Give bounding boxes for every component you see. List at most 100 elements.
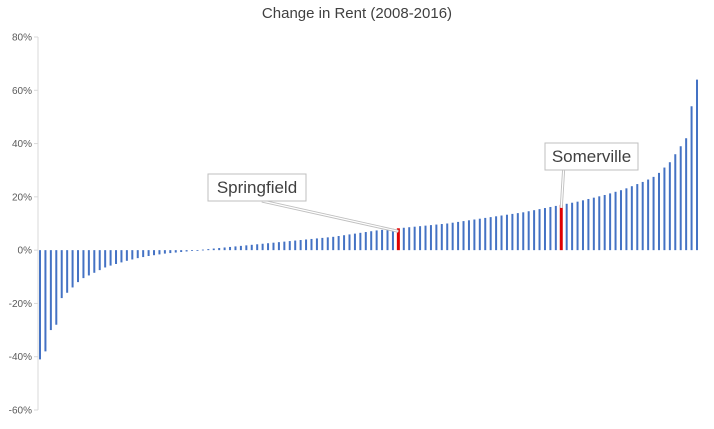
bar xyxy=(305,239,308,251)
bar xyxy=(511,213,514,251)
bar xyxy=(185,250,188,252)
bar xyxy=(364,232,367,251)
bar xyxy=(77,250,80,283)
bar xyxy=(587,198,590,251)
bar xyxy=(500,215,503,251)
bar xyxy=(66,250,69,293)
bar xyxy=(696,79,698,251)
bar xyxy=(554,205,557,251)
highlight-bar xyxy=(559,204,563,251)
bar xyxy=(125,250,128,261)
bar xyxy=(104,250,107,268)
bar xyxy=(120,250,123,263)
bar xyxy=(690,106,693,251)
bar xyxy=(685,138,688,251)
bar xyxy=(60,250,63,299)
bar xyxy=(522,212,525,251)
bar xyxy=(267,243,270,251)
bar xyxy=(315,238,318,251)
bar xyxy=(408,227,411,251)
bar xyxy=(131,250,134,260)
bar xyxy=(679,146,682,251)
bar xyxy=(435,224,438,251)
bar xyxy=(49,250,52,331)
bar xyxy=(609,193,612,251)
bar xyxy=(625,188,628,251)
bar xyxy=(82,250,85,279)
bar xyxy=(663,167,666,251)
bar xyxy=(299,240,302,251)
bar xyxy=(391,228,394,251)
bar xyxy=(245,245,248,251)
bar xyxy=(288,241,291,251)
bar xyxy=(598,196,601,251)
bar xyxy=(581,200,584,251)
y-tick-label: -40% xyxy=(9,352,32,363)
bar xyxy=(71,250,74,288)
bar xyxy=(484,217,487,251)
bar xyxy=(163,250,166,254)
bar xyxy=(647,179,650,251)
bar xyxy=(147,250,150,256)
bar xyxy=(375,230,378,251)
y-tick-label: 40% xyxy=(12,139,32,150)
bar xyxy=(413,226,416,251)
callout-box xyxy=(544,142,639,171)
bar xyxy=(576,201,579,251)
bar xyxy=(495,216,498,251)
bar xyxy=(419,226,422,251)
bar xyxy=(451,222,454,251)
bar xyxy=(657,172,660,251)
bar xyxy=(234,246,237,251)
chart-title: Change in Rent (2008-2016) xyxy=(261,5,453,22)
bar xyxy=(55,250,58,325)
bar xyxy=(386,229,389,251)
bar xyxy=(223,247,226,251)
bar xyxy=(457,221,460,251)
bar xyxy=(446,223,449,251)
y-axis: 80% 60% 40% 20% 0% -20% -40% -60% xyxy=(9,33,39,417)
bar xyxy=(489,217,492,251)
bar xyxy=(571,202,574,251)
bar xyxy=(256,244,259,251)
bar xyxy=(142,250,145,258)
bar xyxy=(440,224,443,251)
bar xyxy=(630,186,633,251)
bar xyxy=(636,184,639,251)
bar xyxy=(250,244,253,251)
bar xyxy=(402,227,405,251)
bar xyxy=(174,250,177,253)
bar xyxy=(614,191,617,251)
bar xyxy=(467,220,470,251)
bar xyxy=(115,250,118,264)
bar xyxy=(229,246,232,251)
bar xyxy=(592,197,595,251)
callout-leader-inner xyxy=(560,169,565,208)
callout-box xyxy=(207,173,307,202)
bars xyxy=(39,79,698,360)
bar xyxy=(543,208,546,251)
bar xyxy=(603,194,606,251)
bar xyxy=(310,238,313,251)
callout-label: Springfield xyxy=(217,178,297,197)
bar xyxy=(533,210,536,251)
bar xyxy=(136,250,139,259)
bar xyxy=(201,249,204,251)
bar xyxy=(283,241,286,251)
bar xyxy=(478,218,481,251)
y-tick-label: 20% xyxy=(12,192,32,203)
bar xyxy=(462,221,465,251)
bar xyxy=(549,206,552,251)
bar xyxy=(169,250,172,254)
bar xyxy=(272,242,275,251)
bar xyxy=(381,229,384,251)
y-tick-label: 60% xyxy=(12,86,32,97)
bar xyxy=(239,245,242,251)
callout-leader-inner xyxy=(261,200,399,232)
bar xyxy=(326,237,329,251)
bar xyxy=(207,249,210,251)
bar xyxy=(516,213,519,251)
bar xyxy=(332,236,335,251)
bar xyxy=(337,236,340,251)
